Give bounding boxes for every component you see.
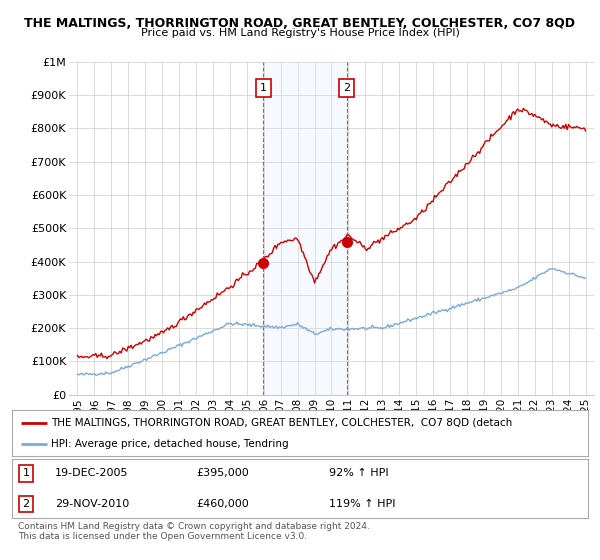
Text: £460,000: £460,000 [196, 499, 249, 509]
Text: 29-NOV-2010: 29-NOV-2010 [55, 499, 130, 509]
Text: 1: 1 [260, 83, 267, 94]
Text: HPI: Average price, detached house, Tendring: HPI: Average price, detached house, Tend… [51, 439, 289, 449]
Text: 1: 1 [22, 468, 29, 478]
Text: Contains HM Land Registry data © Crown copyright and database right 2024.
This d: Contains HM Land Registry data © Crown c… [18, 522, 370, 542]
Text: 2: 2 [343, 83, 350, 94]
Text: Price paid vs. HM Land Registry's House Price Index (HPI): Price paid vs. HM Land Registry's House … [140, 28, 460, 38]
Text: 119% ↑ HPI: 119% ↑ HPI [329, 499, 395, 509]
Text: 92% ↑ HPI: 92% ↑ HPI [329, 468, 388, 478]
Text: THE MALTINGS, THORRINGTON ROAD, GREAT BENTLEY, COLCHESTER, CO7 8QD: THE MALTINGS, THORRINGTON ROAD, GREAT BE… [25, 17, 575, 30]
Text: £395,000: £395,000 [196, 468, 249, 478]
Bar [263, 62, 347, 395]
Text: 19-DEC-2005: 19-DEC-2005 [55, 468, 128, 478]
Text: 2: 2 [22, 499, 29, 509]
Text: THE MALTINGS, THORRINGTON ROAD, GREAT BENTLEY, COLCHESTER,  CO7 8QD (detach: THE MALTINGS, THORRINGTON ROAD, GREAT BE… [51, 418, 512, 428]
